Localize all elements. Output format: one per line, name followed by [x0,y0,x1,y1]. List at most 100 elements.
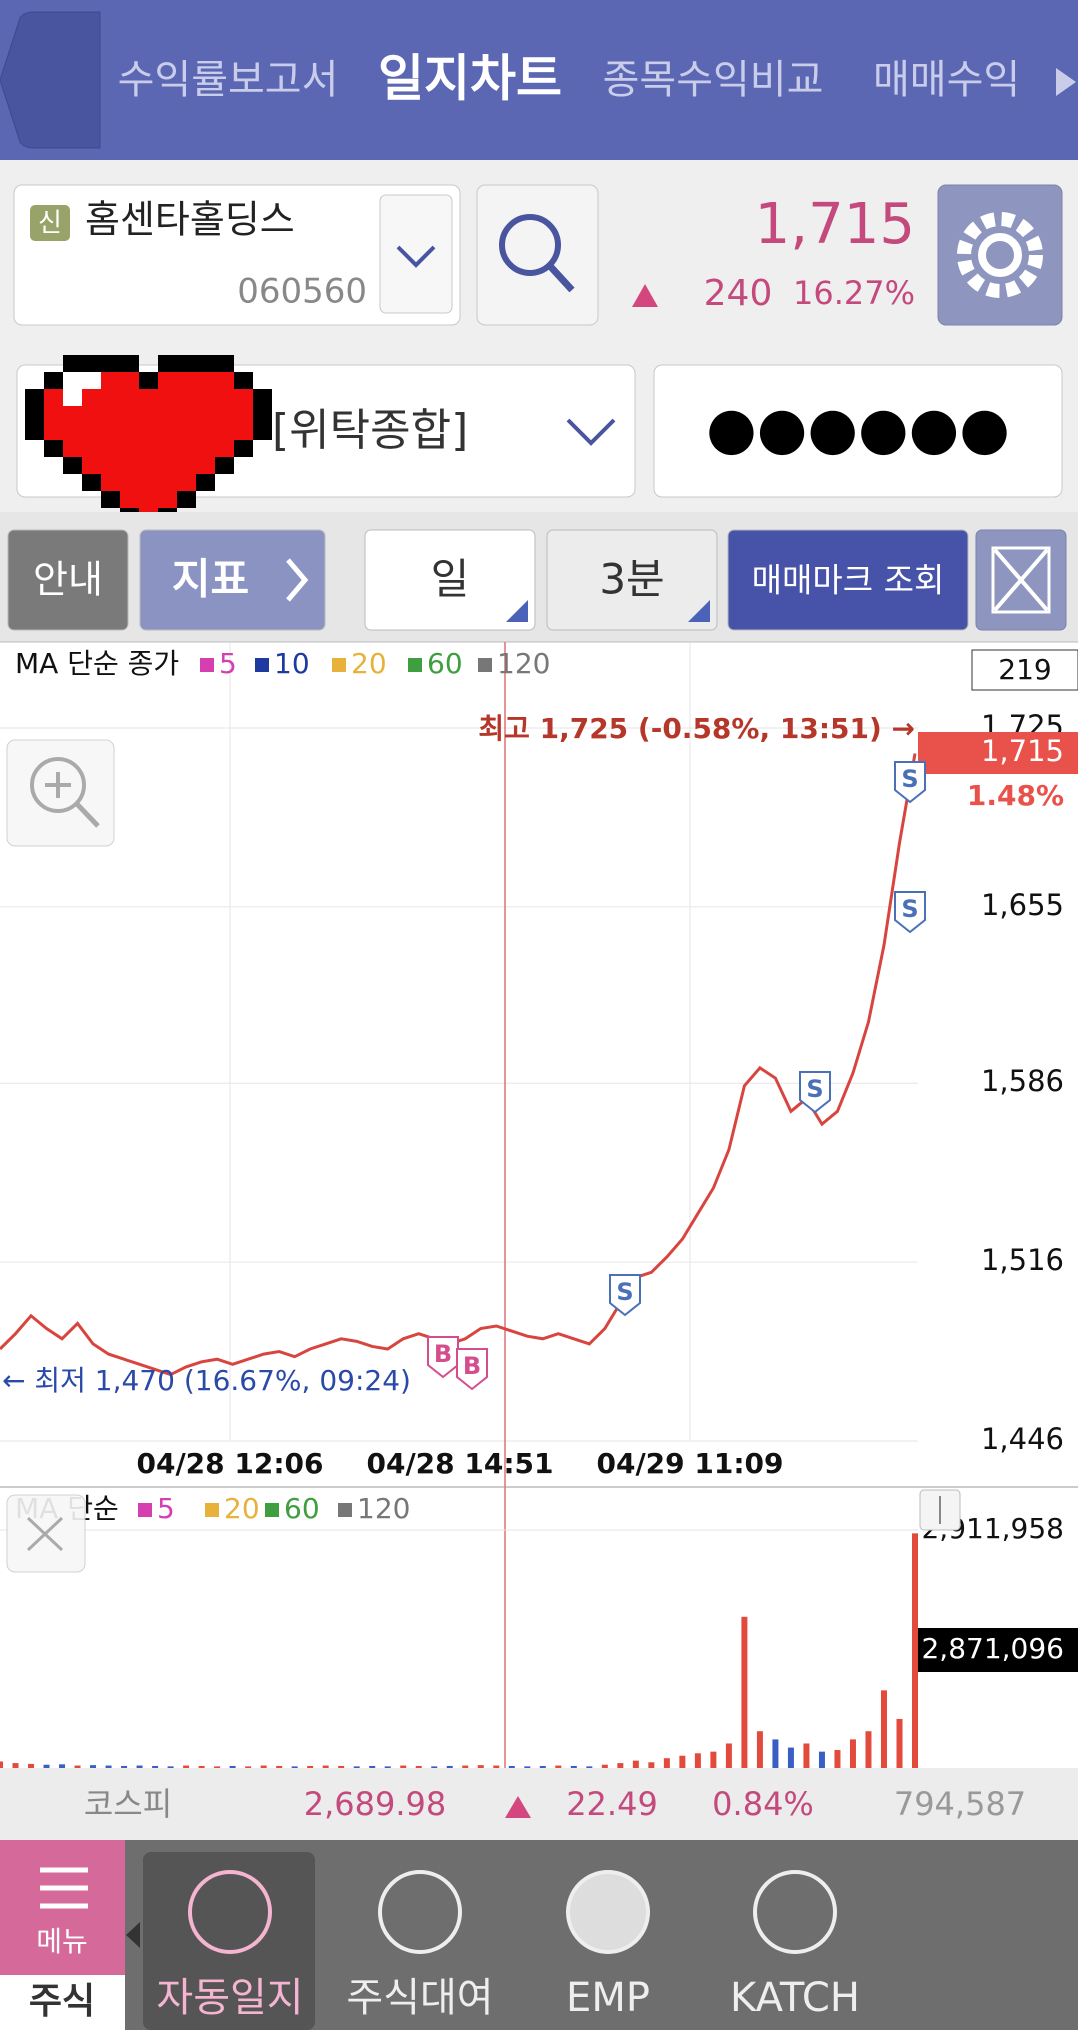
toolbar-button[interactable] [546,529,718,631]
tab[interactable]: 수익률보고서 [118,57,339,103]
volume-bar [632,1760,639,1768]
redaction-pixel [234,372,253,389]
volume-bar [741,1616,748,1768]
legend-label: 20 [351,647,387,680]
redaction-pixel [120,440,139,457]
change-pct: 16.27% [793,274,915,312]
x-tick-label: 04/28 14:51 [366,1447,553,1480]
toolbar-button[interactable] [139,529,326,631]
current-pct: 1.48% [967,779,1064,812]
index-value: 2,689.98 [304,1785,447,1823]
nav-label[interactable]: 주식대여 [346,1975,493,2021]
nav-icon [378,1870,462,1954]
redaction-pixel [215,372,234,389]
search-icon [499,214,561,276]
volume-bar [0,1761,3,1768]
redaction-pixel [44,423,63,440]
stock-box[interactable] [13,184,461,326]
badge [30,205,70,241]
close-icon [26,1516,64,1552]
redaction-pixel [177,440,196,457]
volume-bar [756,1731,763,1768]
volume-bar [663,1758,670,1768]
trade-mark [427,1336,459,1379]
redaction-pixel [120,389,139,406]
dropdown[interactable] [379,194,453,314]
y-tick-label: 1,446 [981,1422,1064,1456]
trade-mark-label: B [434,1340,452,1368]
redaction-pixel [63,423,82,440]
price: 1,715 [755,192,915,257]
volume-bar [183,1765,190,1768]
trade-mark-label: S [616,1278,633,1306]
change: 240 [704,273,773,314]
volume-bar [508,1765,515,1768]
legend-title: MA 단순 종가 [15,647,179,680]
trade-mark [894,761,926,804]
redaction-pixel [120,355,139,372]
nav-label[interactable]: 자동일지 [156,1975,303,2021]
redaction-pixel [139,474,158,491]
volume-bar [477,1765,484,1768]
settings-button[interactable] [937,184,1063,326]
tab[interactable]: 일지차트 [378,50,562,108]
volume-bar [849,1739,856,1768]
volume-bar [694,1753,701,1768]
redaction-pixel [234,406,253,423]
trade-mark-label: S [901,765,918,793]
search-button[interactable] [476,184,599,326]
index-pct: 0.84% [712,1785,814,1823]
toolbar-label[interactable]: 지표 [172,555,249,604]
legend-label: 60 [284,1492,320,1525]
redaction-pixel [215,423,234,440]
legend-swatch [205,1503,219,1517]
trade-mark-label: S [806,1075,823,1103]
tab[interactable]: 매매수익 [873,57,1020,103]
market-tab[interactable] [0,1975,125,2030]
redaction-pixel [63,389,82,406]
nav-label[interactable]: EMP [566,1975,650,2021]
back-button[interactable] [0,11,101,149]
redaction-pixel [82,457,101,474]
redaction-pixel [253,406,272,423]
redaction-pixel [139,389,158,406]
toolbar-label[interactable]: 안내 [33,558,103,602]
password-box[interactable] [653,364,1063,498]
redaction-pixel [63,457,82,474]
redaction-pixel [120,491,139,508]
legend-swatch [255,658,269,672]
toolbar-button[interactable] [7,529,129,631]
zoom-button[interactable] [6,739,115,847]
toolbar-button[interactable] [727,529,969,631]
redaction-pixel [101,491,120,508]
redaction-pixel [177,389,196,406]
current-price-box [918,732,1078,774]
toolbar-label[interactable]: 일 [431,555,470,604]
volume-bar [167,1766,174,1768]
nav-label[interactable]: KATCH [730,1975,860,2021]
volume-bar [245,1766,252,1768]
redaction-pixel [215,389,234,406]
toolbar-button[interactable] [364,529,536,631]
tab[interactable]: 종목수익비교 [603,57,824,103]
toolbar-label[interactable]: 매매마크 조회 [752,561,945,600]
legend-label: 10 [274,647,310,680]
volume-bar [462,1765,469,1768]
x-tick-label: 04/28 12:06 [136,1447,323,1480]
redaction-pixel [101,389,120,406]
redaction-pixel [177,355,196,372]
volume-bar [725,1743,732,1768]
legend-label: 120 [357,1492,410,1525]
header [0,0,1078,160]
volume-bar [834,1750,841,1768]
volume-bar [787,1747,794,1768]
legend-label: 60 [427,647,463,680]
volume-bar [121,1765,128,1768]
index-bar [0,1768,1078,1840]
stock-code: 060560 [237,272,367,312]
toolbar-label[interactable]: 3분 [599,555,664,604]
redaction-pixel [158,423,177,440]
redaction-pixel [196,389,215,406]
redaction-pixel [63,440,82,457]
index-change: 22.49 [566,1785,658,1823]
